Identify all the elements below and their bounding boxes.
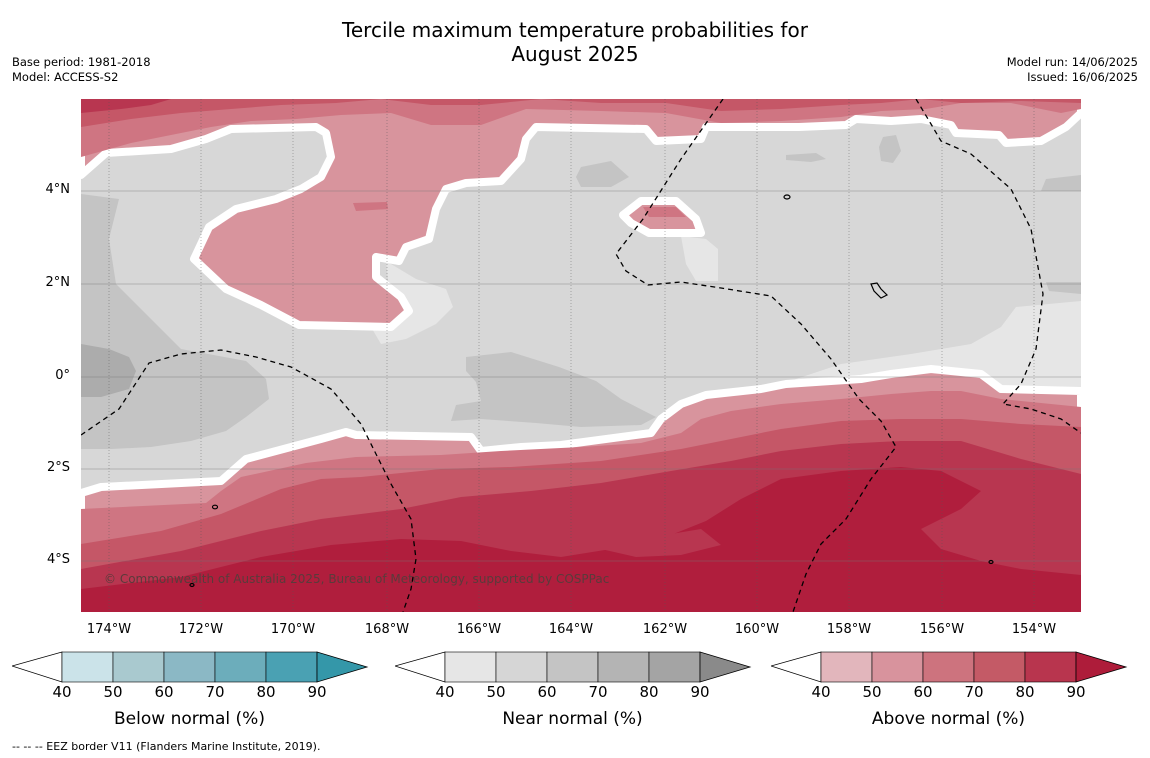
- colorbar-near-seg-4: [648, 651, 701, 683]
- colorbar-above-tick-70: 70: [964, 683, 984, 701]
- islands: [189, 194, 994, 588]
- colorbar-below-tick-80: 80: [256, 683, 276, 701]
- colorbar-below-tick-40: 40: [52, 683, 72, 701]
- colorbar-below-tick-50: 50: [103, 683, 123, 701]
- title-line-1: Tercile maximum temperature probabilitie…: [342, 18, 808, 42]
- colorbar-above-seg-0: [820, 651, 873, 683]
- lat-tick-2s: 2°S: [46, 460, 70, 475]
- island-1: [783, 194, 791, 200]
- colorbar-above-tick-50: 50: [862, 683, 882, 701]
- lon-tick-170w: 170°W: [270, 622, 316, 637]
- colorbar-near-tick-90: 90: [690, 683, 710, 701]
- island-2: [870, 282, 889, 299]
- lon-tick-156w: 156°W: [919, 622, 965, 637]
- colorbar-above-seg-3: [973, 651, 1026, 683]
- meta-left: Base period: 1981-2018 Model: ACCESS-S2: [12, 55, 151, 85]
- colorbar-near: [395, 651, 752, 683]
- colorbar-near-tick-50: 50: [486, 683, 506, 701]
- colorbar-below-tick-90: 90: [307, 683, 327, 701]
- colorbar-below: [12, 651, 369, 683]
- model-name: Model: ACCESS-S2: [12, 70, 119, 84]
- colorbar-near-tick-80: 80: [639, 683, 659, 701]
- colorbar-below-seg-4: [265, 651, 318, 683]
- colorbar-near-tick-40: 40: [435, 683, 455, 701]
- colorbar-below-seg-2: [163, 651, 216, 683]
- colorbar-near-seg-2: [546, 651, 599, 683]
- colorbar-near-seg-0: [444, 651, 497, 683]
- colorbar-above-seg-2: [922, 651, 975, 683]
- above-normal-90-south: [81, 467, 1081, 612]
- island-3: [211, 504, 219, 510]
- colorbar-above-over: [1075, 651, 1128, 683]
- lat-tick-2n: 2°N: [45, 275, 71, 290]
- colorbar-above: [771, 651, 1128, 683]
- colorbar-below-tick-70: 70: [205, 683, 225, 701]
- colorbar-above-tick-60: 60: [913, 683, 933, 701]
- near-normal-60-northeast: [786, 153, 826, 162]
- colorbar-below-tick-60: 60: [154, 683, 174, 701]
- colorbar-near-seg-3: [597, 651, 650, 683]
- lon-tick-162w: 162°W: [642, 622, 688, 637]
- colorbar-near-seg-1: [495, 651, 548, 683]
- above-normal-80-north: [81, 99, 171, 113]
- above-normal-60-north: [81, 99, 1081, 157]
- colorbar-below-seg-3: [214, 651, 267, 683]
- map-title: Tercile maximum temperature probabilitie…: [0, 18, 1150, 66]
- colorbar-above-label: Above normal (%): [871, 709, 1026, 729]
- colorbar-near-tick-60: 60: [537, 683, 557, 701]
- lon-tick-158w: 158°W: [826, 622, 872, 637]
- near-normal-50-east: [681, 236, 718, 281]
- island-5: [189, 582, 195, 588]
- colorbar-above-seg-4: [1024, 651, 1077, 683]
- issued-date: Issued: 16/06/2025: [1027, 70, 1138, 84]
- colorbar-above-under: [771, 651, 822, 683]
- near-normal-70-west: [81, 344, 136, 397]
- colorbar-below-seg-0: [61, 651, 114, 683]
- lon-tick-166w: 166°W: [456, 622, 502, 637]
- near-normal-60-east-edge-2: [1046, 282, 1081, 294]
- base-period: Base period: 1981-2018: [12, 55, 151, 69]
- lat-tick-4n: 4°N: [45, 182, 71, 197]
- colorbar-near-label: Near normal (%): [502, 709, 643, 729]
- colorbar-near-under: [395, 651, 446, 683]
- near-normal-60-northeast-2: [879, 135, 901, 163]
- above-normal-70-north: [81, 99, 1081, 127]
- colorbar-below-label: Below normal (%): [114, 709, 265, 729]
- lat-gridlines: [81, 190, 1081, 562]
- above-normal-60-patch-east: [643, 207, 686, 217]
- colorbar-below-seg-1: [112, 651, 165, 683]
- meta-right: Model run: 14/06/2025 Issued: 16/06/2025: [1007, 55, 1138, 85]
- near-normal-50-southeast: [781, 301, 1081, 391]
- lat-tick-4s: 4°S: [46, 552, 70, 567]
- above-normal-50-north: [81, 99, 1081, 331]
- island-4: [988, 559, 994, 565]
- colorbar-below-under: [12, 651, 63, 683]
- colorbar-near-tick-70: 70: [588, 683, 608, 701]
- near-normal-60-north: [576, 161, 629, 187]
- colorbar-near-over: [699, 651, 752, 683]
- near-normal-60-equator: [451, 352, 656, 427]
- colorbar-above-tick-40: 40: [811, 683, 831, 701]
- colorbar-below-over: [316, 651, 369, 683]
- lon-tick-174w: 174°W: [86, 622, 132, 637]
- lon-tick-168w: 168°W: [364, 622, 410, 637]
- colorbar-above-seg-1: [871, 651, 924, 683]
- above-normal-80-south-patch: [601, 529, 721, 557]
- lon-tick-164w: 164°W: [548, 622, 594, 637]
- model-run: Model run: 14/06/2025: [1006, 55, 1138, 69]
- lon-tick-154w: 154°W: [1011, 622, 1057, 637]
- eez-footnote: -- -- -- EEZ border V11 (Flanders Marine…: [12, 740, 321, 753]
- lat-tick-0: 0°: [55, 368, 70, 383]
- lon-tick-160w: 160°W: [734, 622, 780, 637]
- near-normal-60-east-edge: [1041, 175, 1081, 191]
- colorbar-above-tick-80: 80: [1015, 683, 1035, 701]
- title-line-2: August 2025: [511, 42, 639, 66]
- above-normal-60-patch: [353, 202, 388, 211]
- eez-borders: [81, 99, 1081, 612]
- copyright-notice: © Commonwealth of Australia 2025, Bureau…: [104, 572, 610, 586]
- lon-tick-172w: 172°W: [178, 622, 224, 637]
- colorbar-above-tick-90: 90: [1066, 683, 1086, 701]
- probability-map: [81, 99, 1081, 612]
